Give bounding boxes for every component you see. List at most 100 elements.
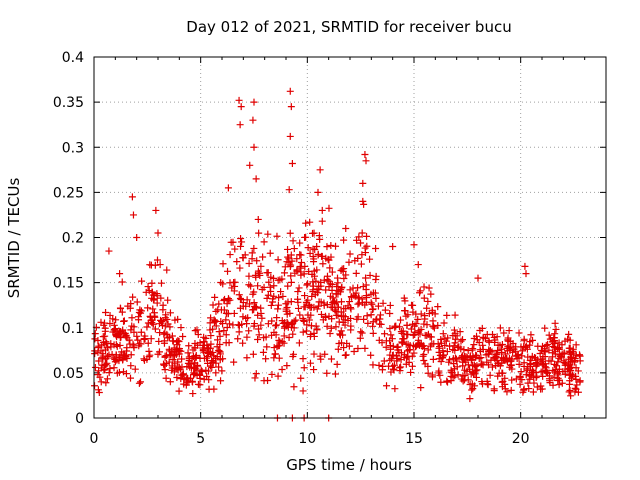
data-point (555, 381, 563, 389)
data-point (516, 380, 524, 388)
data-point (293, 255, 301, 263)
data-point (151, 325, 159, 333)
data-point (446, 342, 454, 350)
data-point (419, 352, 427, 360)
data-point (172, 346, 180, 354)
data-point (443, 311, 451, 319)
data-point (289, 330, 297, 338)
data-point (331, 370, 339, 378)
data-point (527, 362, 535, 370)
data-point (255, 325, 263, 333)
data-point (120, 317, 128, 325)
data-point (260, 238, 268, 246)
data-point (424, 362, 432, 370)
data-point (350, 348, 358, 356)
data-point (561, 370, 569, 378)
data-point (270, 328, 278, 336)
data-point (274, 305, 282, 313)
data-point (105, 369, 113, 377)
data-point (95, 367, 103, 375)
data-point (208, 363, 216, 371)
data-point (161, 366, 169, 374)
data-point (219, 355, 227, 363)
data-point (469, 362, 477, 369)
data-point (286, 229, 294, 237)
data-point (358, 295, 366, 303)
data-point (130, 323, 138, 331)
data-point (129, 293, 137, 301)
data-point (119, 355, 127, 363)
data-point (434, 303, 442, 311)
data-point (380, 357, 388, 365)
data-point (533, 372, 541, 380)
data-point (503, 388, 511, 396)
data-point (252, 303, 260, 311)
data-point (282, 307, 290, 315)
data-point (216, 340, 224, 348)
data-point (344, 316, 352, 324)
data-point (345, 298, 353, 306)
data-point (342, 224, 350, 232)
data-point (323, 369, 331, 377)
data-point (522, 270, 530, 278)
data-point (439, 330, 447, 338)
data-point (424, 297, 432, 305)
data-point (138, 277, 146, 285)
data-point (278, 338, 286, 346)
data-point (254, 335, 262, 343)
data-point (222, 339, 230, 347)
data-point (166, 351, 174, 359)
data-point (305, 316, 313, 324)
data-point (274, 372, 282, 380)
data-point (264, 291, 272, 299)
data-point (131, 365, 139, 373)
data-point (551, 319, 559, 327)
data-point (290, 245, 298, 253)
data-point (381, 306, 389, 314)
data-point (507, 386, 515, 394)
data-point (477, 360, 485, 368)
data-point (437, 378, 445, 386)
data-point (243, 354, 251, 362)
data-point (459, 372, 467, 380)
data-point (546, 335, 554, 343)
data-point (346, 250, 354, 258)
data-point (177, 324, 185, 332)
data-point (234, 335, 242, 343)
data-point (307, 303, 315, 311)
data-point (325, 312, 333, 320)
data-point (464, 361, 472, 369)
data-point (420, 350, 428, 358)
data-point (116, 270, 124, 278)
data-point (451, 365, 459, 373)
data-point (414, 315, 422, 323)
data-point (278, 366, 286, 374)
data-point (217, 306, 225, 314)
data-point (389, 243, 397, 251)
data-point (359, 179, 367, 187)
data-point (150, 309, 158, 317)
data-point (191, 359, 199, 367)
data-point (407, 368, 415, 376)
data-point (222, 316, 230, 324)
data-point (230, 358, 238, 366)
data-point (242, 302, 250, 310)
data-point (115, 368, 123, 376)
data-point (435, 369, 443, 377)
data-point (243, 333, 251, 341)
data-point (280, 332, 288, 340)
data-point (401, 351, 409, 359)
data-point (355, 233, 363, 241)
data-point (102, 379, 110, 387)
data-point (475, 338, 483, 346)
data-point (275, 354, 283, 362)
data-point (134, 313, 142, 321)
data-point (451, 330, 459, 338)
data-point (358, 251, 366, 259)
data-point (108, 350, 116, 358)
data-point (184, 349, 192, 357)
data-point (273, 321, 281, 329)
data-point (128, 193, 136, 201)
data-point (397, 328, 405, 336)
